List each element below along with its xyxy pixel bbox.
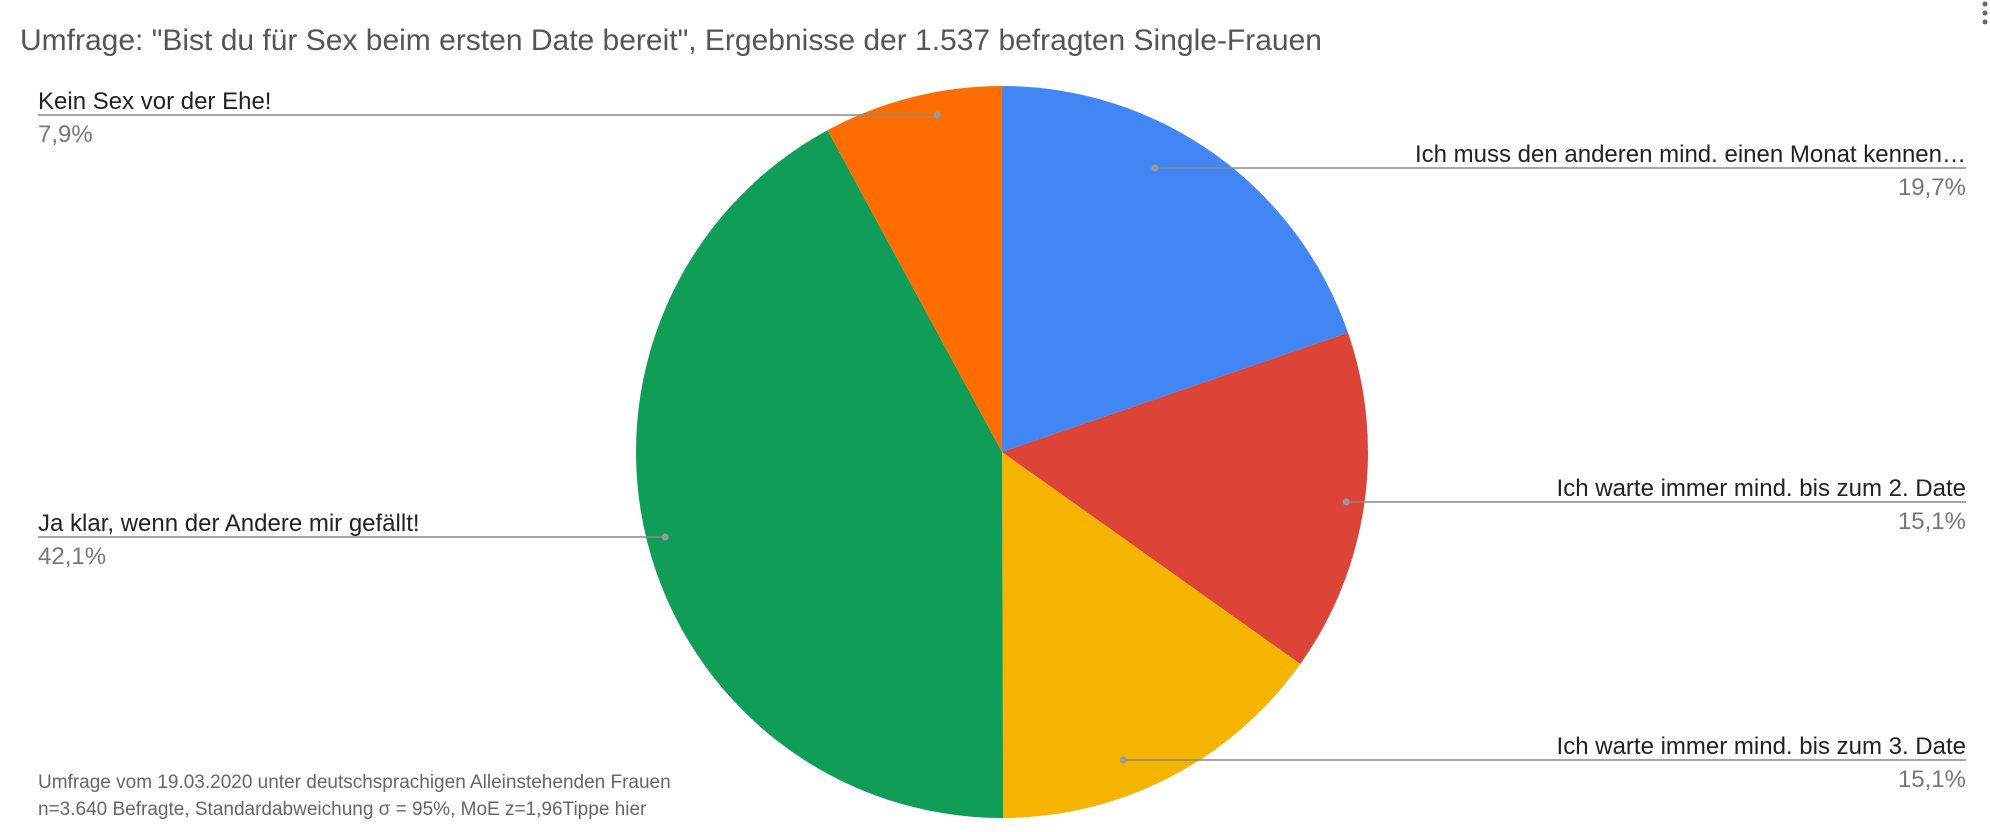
leader-dot <box>1119 756 1127 764</box>
slice-labels: Ich muss den anderen mind. einen Monat k… <box>38 88 1966 793</box>
leader-dot <box>1151 164 1159 172</box>
slice-label: Ich warte immer mind. bis zum 2. Date <box>1557 475 1966 502</box>
slice-percent-label: 42,1% <box>38 543 106 570</box>
footnote-line-1: Umfrage vom 19.03.2020 unter deutschspra… <box>38 772 671 793</box>
slice-label: Ich muss den anderen mind. einen Monat k… <box>1415 141 1966 168</box>
leader-dot <box>661 533 669 541</box>
slice-percent-label: 15,1% <box>1898 766 1966 793</box>
footnote: Umfrage vom 19.03.2020 unter deutschspra… <box>38 772 671 820</box>
pie-slice[interactable] <box>1002 332 1368 665</box>
slice-percent-label: 7,9% <box>38 121 93 148</box>
slice-percent-label: 15,1% <box>1898 508 1966 535</box>
pie-slice[interactable] <box>1002 86 1349 452</box>
leader-dot <box>1342 498 1350 506</box>
pie-slice[interactable] <box>827 86 1002 452</box>
slice-label: Ich warte immer mind. bis zum 3. Date <box>1557 733 1966 760</box>
slice-label: Ja klar, wenn der Andere mir gefällt! <box>38 510 420 537</box>
slice-percent-label: 19,7% <box>1898 174 1966 201</box>
pie-slices <box>636 86 1368 818</box>
pie-slice[interactable] <box>1002 452 1301 818</box>
pie-slice[interactable] <box>636 130 1004 818</box>
chart-title: Umfrage: "Bist du für Sex beim ersten Da… <box>20 24 1322 57</box>
footnote-line-2: n=3.640 Befragte, Standardabweichung σ =… <box>38 799 647 820</box>
leader-dot <box>933 111 941 119</box>
more-vertical-icon[interactable] <box>1982 1 1988 25</box>
slice-label: Kein Sex vor der Ehe! <box>38 88 271 115</box>
